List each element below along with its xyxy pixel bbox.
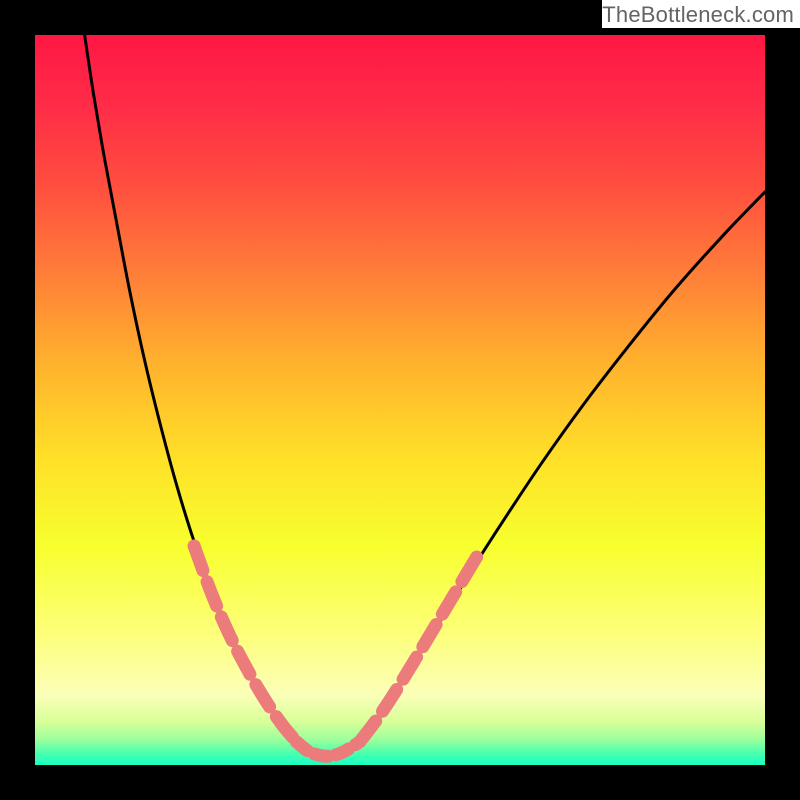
bottleneck-chart [0,0,800,800]
watermark-text: TheBottleneck.com [602,0,800,28]
plot-background [35,35,765,765]
overlay-endcap-0 [188,540,201,553]
overlay-endcap-1 [470,550,483,563]
